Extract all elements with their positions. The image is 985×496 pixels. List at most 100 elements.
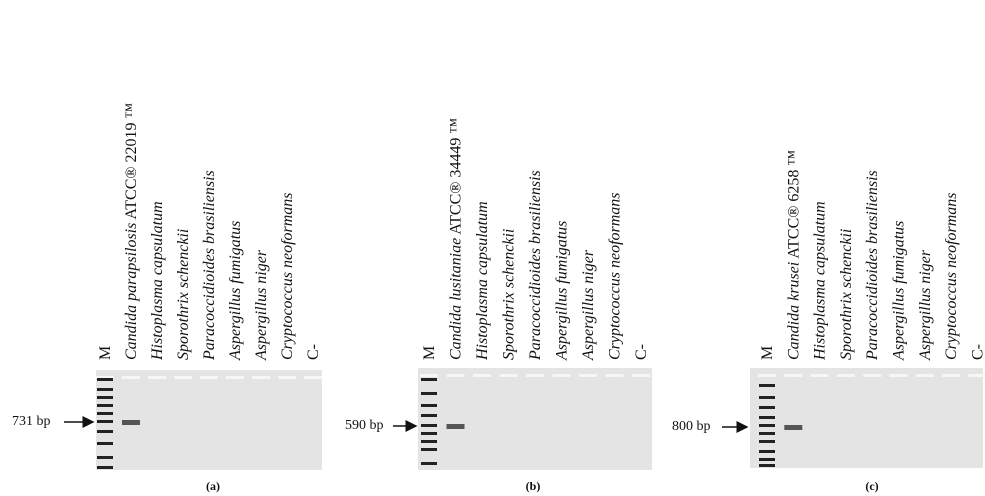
species-name: Sporothrix schenckii bbox=[838, 229, 855, 360]
ladder-band bbox=[421, 462, 437, 465]
lane-label: C- bbox=[969, 344, 985, 360]
well bbox=[968, 374, 985, 377]
well bbox=[632, 374, 650, 377]
lane-label: Paracoccidioides brasiliensis bbox=[527, 170, 544, 361]
ladder-band bbox=[759, 396, 775, 399]
lane-label: Cryptococcus neoformans bbox=[943, 192, 960, 360]
well bbox=[942, 374, 960, 377]
ladder-band bbox=[759, 450, 775, 453]
ladder-band bbox=[97, 466, 113, 469]
well bbox=[447, 374, 465, 377]
lane-label: Candida parapsilosis ATCC® 22019 ™ bbox=[123, 102, 140, 360]
lane-label: Histoplasma capsulatum bbox=[474, 201, 491, 361]
lane-label: M bbox=[421, 346, 438, 360]
species-name: Cryptococcus neoformans bbox=[279, 192, 296, 360]
well bbox=[226, 376, 244, 379]
ladder-band bbox=[759, 424, 775, 427]
page: M Candida parapsilosis ATCC® 22019 ™ Histo… bbox=[0, 0, 985, 496]
lane-label: C- bbox=[633, 344, 650, 360]
species-name: Aspergillus niger bbox=[253, 249, 270, 361]
panel-caption: (b) bbox=[526, 479, 541, 493]
species-name: Paracoccidioides brasiliensis bbox=[201, 170, 218, 361]
ladder-band bbox=[421, 414, 437, 417]
ladder-band bbox=[759, 440, 775, 443]
ladder-band bbox=[97, 378, 113, 381]
ladder-band bbox=[421, 432, 437, 435]
well bbox=[579, 374, 597, 377]
lane-label: M bbox=[97, 346, 114, 360]
well bbox=[420, 374, 438, 377]
strain-name: ATCC® 6258 ™ bbox=[785, 150, 802, 259]
ladder-band bbox=[421, 448, 437, 451]
lane-label: M bbox=[759, 346, 776, 360]
species-name: Cryptococcus neoformans bbox=[943, 192, 960, 360]
well bbox=[200, 376, 218, 379]
amplicon-band bbox=[447, 424, 465, 429]
species-name: Aspergillus fumigatus bbox=[554, 221, 571, 361]
species-name: Histoplasma capsulatum bbox=[149, 201, 166, 361]
marker-size: 800 bp bbox=[672, 419, 711, 434]
species-name: Aspergillus niger bbox=[917, 249, 934, 361]
lane-label: Candida lusitaniae ATCC® 34449 ™ bbox=[448, 118, 465, 360]
well bbox=[304, 376, 322, 379]
ladder-band bbox=[759, 432, 775, 435]
amplicon-band bbox=[122, 420, 140, 425]
lane-label: Paracoccidioides brasiliensis bbox=[864, 170, 881, 361]
ladder-band bbox=[421, 424, 437, 427]
well bbox=[122, 376, 140, 379]
species-name: Aspergillus niger bbox=[580, 249, 597, 361]
ladder-band bbox=[97, 412, 113, 415]
well bbox=[606, 374, 624, 377]
species-name: Candida lusitaniae bbox=[448, 238, 465, 360]
lane-label: Cryptococcus neoformans bbox=[607, 192, 624, 360]
well bbox=[784, 374, 802, 377]
ladder-band bbox=[97, 388, 113, 391]
lane-label: Cryptococcus neoformans bbox=[279, 192, 296, 360]
gel-panel: M Candida lusitaniae ATCC® 34449 ™ Histopl… bbox=[345, 118, 652, 493]
well bbox=[553, 374, 571, 377]
ladder-band bbox=[421, 392, 437, 395]
strain-name: ATCC® 22019 ™ bbox=[123, 102, 140, 219]
well bbox=[526, 374, 544, 377]
well bbox=[473, 374, 491, 377]
ladder-band bbox=[421, 440, 437, 443]
well bbox=[837, 374, 855, 377]
marker-size: 590 bp bbox=[345, 418, 384, 433]
ladder-band bbox=[97, 420, 113, 423]
species-name: Paracoccidioides brasiliensis bbox=[527, 170, 544, 361]
lane-label: Aspergillus fumigatus bbox=[891, 221, 908, 361]
panel-caption: (c) bbox=[865, 479, 878, 493]
marker-size: 731 bp bbox=[12, 414, 51, 429]
well bbox=[890, 374, 908, 377]
ladder-band bbox=[421, 378, 437, 381]
lane-label: Aspergillus niger bbox=[253, 249, 270, 361]
ladder-band bbox=[759, 464, 775, 467]
species-name: Cryptococcus neoformans bbox=[607, 192, 624, 360]
ladder-band bbox=[759, 458, 775, 461]
ladder-band bbox=[759, 384, 775, 387]
well bbox=[758, 374, 776, 377]
species-name: Sporothrix schenckii bbox=[175, 229, 192, 360]
strain-name: ATCC® 34449 ™ bbox=[448, 118, 465, 235]
well bbox=[500, 374, 518, 377]
species-name: Paracoccidioides brasiliensis bbox=[864, 170, 881, 361]
lane-name: M bbox=[421, 346, 438, 360]
panel-caption: (a) bbox=[206, 479, 220, 493]
gel bbox=[418, 368, 652, 470]
lane-name: C- bbox=[305, 344, 322, 360]
well bbox=[916, 374, 934, 377]
gel-panel: M Candida krusei ATCC® 6258 ™ Histoplasma … bbox=[672, 150, 985, 493]
lane-label: Aspergillus fumigatus bbox=[554, 221, 571, 361]
well bbox=[278, 376, 296, 379]
lane-label: Aspergillus niger bbox=[917, 249, 934, 361]
amplicon-band bbox=[784, 425, 802, 430]
species-name: Sporothrix schenckii bbox=[501, 229, 518, 360]
species-name: Aspergillus fumigatus bbox=[227, 221, 244, 361]
species-name: Histoplasma capsulatum bbox=[812, 201, 829, 361]
lane-label: Paracoccidioides brasiliensis bbox=[201, 170, 218, 361]
lane-label: C- bbox=[305, 344, 322, 360]
ladder-band bbox=[759, 416, 775, 419]
lane-label: Histoplasma capsulatum bbox=[149, 201, 166, 361]
species-name: Candida krusei bbox=[785, 262, 802, 360]
lane-label: Histoplasma capsulatum bbox=[812, 201, 829, 361]
